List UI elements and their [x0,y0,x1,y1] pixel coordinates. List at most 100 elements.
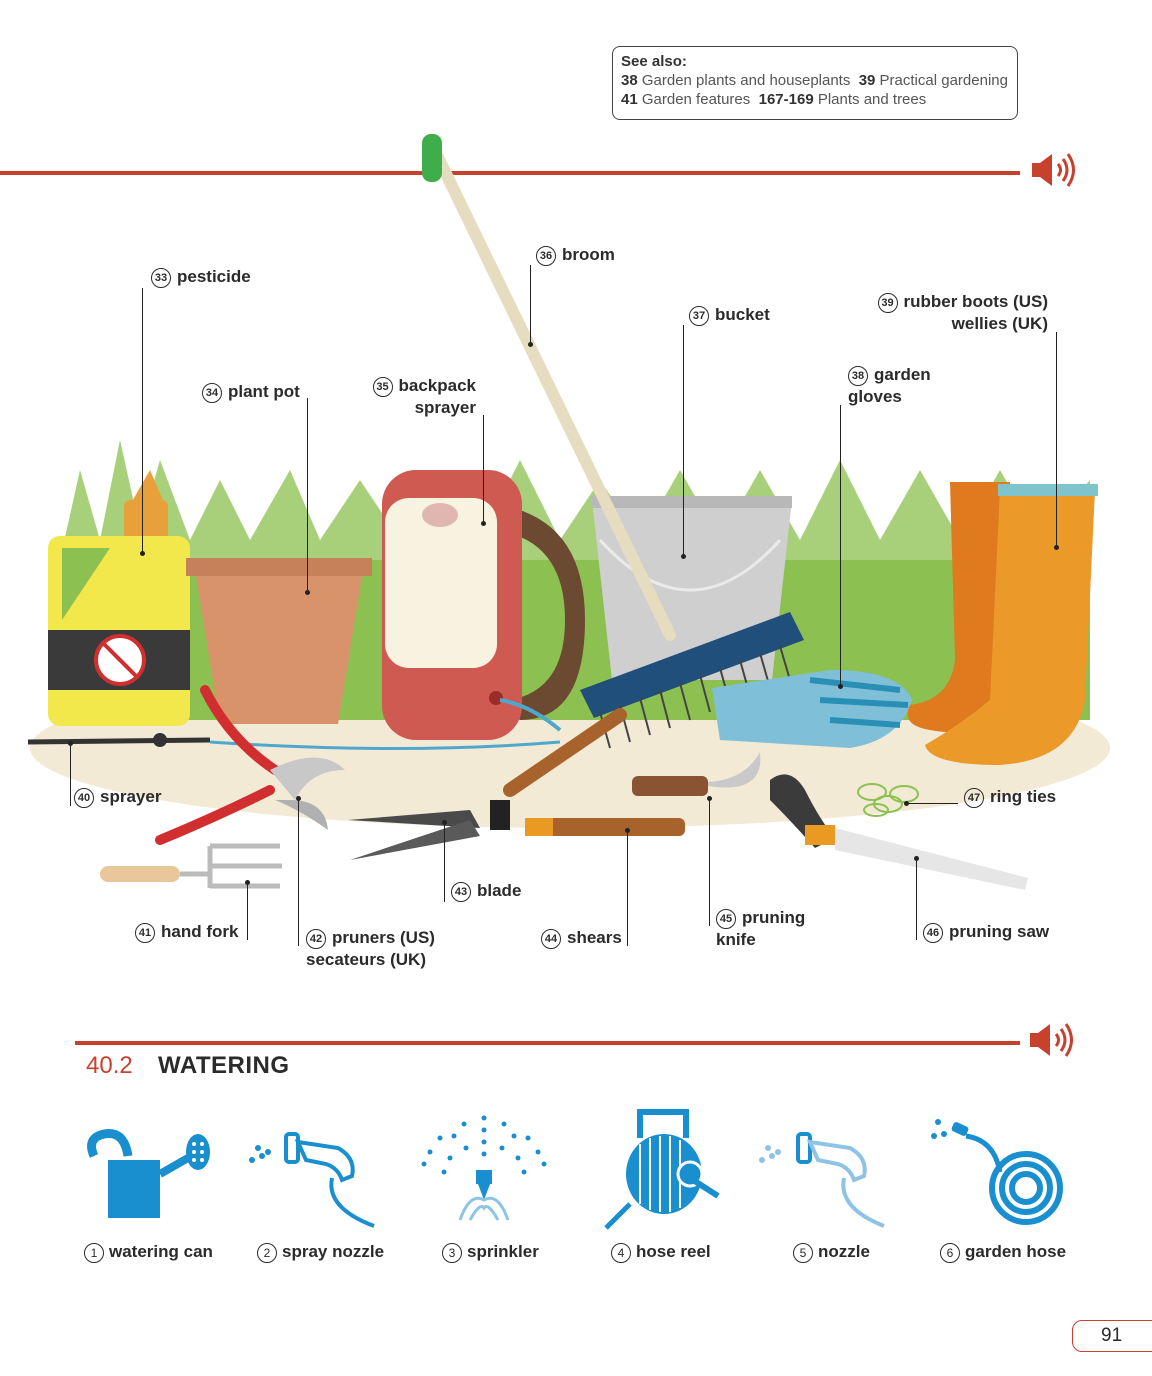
leader-line [307,398,308,590]
section-rule [75,1041,1020,1045]
watering-number: 4 [611,1243,631,1263]
label-number: 35 [372,377,393,397]
watering-can-icon [87,1128,210,1218]
leader-line [298,798,299,946]
leader-dot [528,342,533,347]
label-pesticide: 33 pesticide [151,266,251,288]
speaker-icon[interactable] [1030,150,1078,190]
leader-dot [681,554,686,559]
leader-dot [305,590,310,595]
label-number: 43 [451,882,471,902]
label-text: broom [562,245,615,264]
see-also-line-1: 38 Garden plants and houseplants 39 Prac… [621,71,1009,90]
watering-number: 2 [257,1243,277,1263]
label-backpack-sprayer: 35 backpack sprayer [370,375,476,418]
garden-tools-illustration [27,134,1110,890]
see-also-link-num[interactable]: 39 [858,72,876,89]
see-also-line-2: 41 Garden features 167-169 Plants and tr… [621,90,1009,109]
watering-text: spray nozzle [282,1242,385,1261]
see-also-link-text[interactable]: Garden plants and houseplants [641,72,851,89]
leader-dot [245,880,250,885]
label-text: pruners (US) [332,928,435,947]
page-number-text: 91 [1101,1325,1123,1346]
sprinkler-icon [421,1115,547,1221]
watering-text: garden hose [965,1242,1067,1261]
pruning-knife-icon [632,752,761,796]
label-hand-fork: 41 hand fork [135,921,238,943]
watering-text: watering can [109,1242,213,1261]
label-number: 47 [964,788,984,808]
leader-dot [914,856,919,861]
leader-line [709,798,710,926]
leader-line [906,803,958,804]
label-text: blade [477,881,522,900]
see-also-link-num[interactable]: 167-169 [758,91,814,108]
label-number: 42 [306,929,326,949]
label-pruning-saw: 46 pruning saw [923,921,1049,943]
label-number: 41 [135,923,155,943]
watering-label-watering-can: 1 watering can [84,1242,213,1263]
label-text: pruning saw [949,922,1050,941]
label-garden-gloves: 38 garden gloves [848,364,931,407]
watering-text: nozzle [818,1242,870,1261]
nozzle-icon [759,1132,885,1228]
see-also-title: See also: [621,53,687,70]
see-also-link-text[interactable]: Practical gardening [879,72,1008,89]
leader-dot [625,828,630,833]
leader-dot [442,820,447,825]
label-bucket: 37 bucket [689,304,770,326]
label-blade: 43 blade [451,880,521,902]
label-text-line-2: gloves [848,387,902,406]
label-text: bucket [715,305,770,324]
leader-dot [707,796,712,801]
sprayer-wand-icon [27,733,561,750]
watering-label-spray-nozzle: 2 spray nozzle [257,1242,384,1263]
watering-text: sprinkler [467,1242,539,1261]
label-text: shears [567,928,622,947]
page-number: 91 [1072,1320,1152,1352]
label-text: ring ties [990,787,1057,806]
label-pruning-knife: 45 pruning knife [716,907,805,950]
label-text-line-2: sprayer [414,398,476,417]
leader-line [627,830,628,946]
ring-ties-icon [857,783,919,817]
speaker-icon[interactable] [1028,1020,1076,1060]
label-number: 38 [848,366,868,386]
leader-line [247,882,248,940]
garden-gloves-icon [712,670,912,748]
label-text-line-2: wellies (UK) [951,314,1048,333]
label-number: 39 [877,293,898,313]
label-number: 45 [716,909,736,929]
top-rule [0,171,1020,175]
hand-fork-icon [100,843,282,889]
leader-line [1056,332,1057,546]
leader-dot [140,551,145,556]
pruning-saw-icon [770,774,1028,890]
label-text: pruning [742,908,806,927]
leader-line [916,858,917,940]
label-plant-pot: 34 plant pot [202,381,300,403]
label-number: 36 [536,246,556,266]
plant-pot-icon [186,558,372,724]
leader-dot [904,801,909,806]
leader-line [142,288,143,552]
label-shears: 44 shears [541,927,622,949]
see-also-link-num[interactable]: 38 [621,72,638,89]
label-number: 37 [689,306,709,326]
see-also-link-text[interactable]: Plants and trees [817,91,927,108]
leader-dot [481,521,486,526]
leader-line [530,265,531,343]
watering-label-nozzle: 5 nozzle [793,1242,870,1263]
spray-nozzle-icon [249,1132,375,1228]
label-text: rubber boots (US) [903,292,1049,311]
pesticide-bottle-icon [48,470,190,726]
see-also-link-num[interactable]: 41 [621,91,638,108]
see-also-link-text[interactable]: Garden features [641,91,751,108]
shears-icon [348,708,685,860]
leader-line [683,325,684,555]
label-text: hand fork [161,922,239,941]
see-also-box: See also: 38 Garden plants and houseplan… [612,46,1018,120]
backpack-sprayer-icon [382,470,585,740]
watering-number: 6 [940,1243,960,1263]
leader-line [840,405,841,687]
